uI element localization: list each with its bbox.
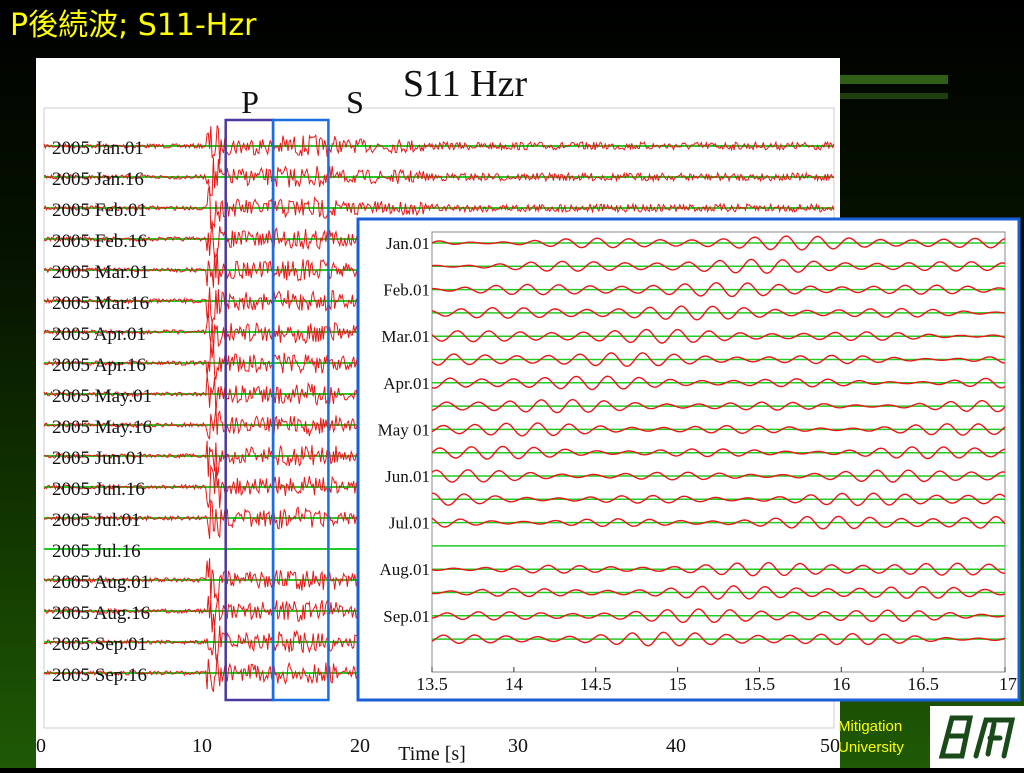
- trace-date-label: 2005 Jun.16: [52, 479, 145, 500]
- p-phase-label: P: [241, 84, 259, 120]
- inset-row-label: Mar.01: [381, 327, 430, 346]
- s-window-box: [271, 118, 330, 702]
- inset-seismic-trace: [431, 305, 1006, 321]
- footer-line-2: University: [838, 739, 904, 756]
- inset-row-label: Jul.01: [389, 514, 430, 533]
- footer-line-1: Mitigation: [838, 718, 903, 735]
- inset-x-tick-label: 15.5: [744, 674, 776, 694]
- x-tick-label: 20: [350, 735, 370, 757]
- trace-date-label: 2005 Feb.01: [52, 200, 147, 221]
- main-x-axis: 0 10 20 30 40 50: [36, 735, 840, 757]
- inset-row-label: Jan.01: [386, 234, 430, 253]
- x-tick-label: 0: [36, 735, 46, 757]
- inset-seismic-trace: [431, 258, 1006, 274]
- inset-seismic-trace: [431, 469, 1006, 483]
- inset-panel: [356, 217, 1021, 702]
- inset-seismic-trace: [431, 515, 1006, 530]
- inset-row-label: Feb.01: [383, 281, 430, 300]
- inset-row-label: Apr.01: [383, 374, 430, 393]
- decorative-bar: [840, 75, 948, 84]
- inset-seismic-trace: [431, 585, 1006, 600]
- x-tick-label: 30: [508, 735, 528, 757]
- logo-mark-icon: [938, 715, 1016, 759]
- trace-date-label: 2005 May.16: [52, 417, 152, 438]
- inset-seismic-trace: [431, 235, 1006, 251]
- phase-windows: [224, 118, 330, 702]
- trace-date-label: 2005 Jul.16: [52, 541, 141, 562]
- s-phase-label: S: [346, 84, 364, 120]
- inset-x-tick-label: 16: [832, 674, 850, 694]
- trace-date-label: 2005 Jan.01: [52, 138, 144, 159]
- trace-date-label: 2005 Sep.16: [52, 665, 147, 686]
- inset-seismic-trace: [431, 422, 1006, 437]
- inset-x-tick-label: 14.5: [580, 674, 612, 694]
- inset-seismic-trace: [431, 445, 1006, 460]
- trace-date-label: 2005 May.01: [52, 386, 152, 407]
- trace-date-label: 2005 Apr.01: [52, 324, 146, 345]
- trace-date-label: 2005 Jan.16: [52, 169, 144, 190]
- seismic-trace: [43, 125, 835, 165]
- x-tick-label: 10: [192, 735, 212, 757]
- inset-row-label: Sep.01: [383, 607, 430, 626]
- inset-seismic-trace: [431, 328, 1006, 344]
- inset-seismic-trace: [431, 282, 1006, 298]
- trace-date-label: 2005 Jun.01: [52, 448, 145, 469]
- trace-date-label: 2005 Apr.16: [52, 355, 146, 376]
- inset-seismic-trace: [432, 492, 1006, 507]
- inset-row-label: Jun.01: [385, 467, 430, 486]
- inset-x-tick-label: 16.5: [907, 674, 939, 694]
- inset-x-tick-label: 17: [999, 674, 1017, 694]
- inset-row-label: Aug.01: [379, 560, 430, 579]
- inset-labels: Jan.01 Feb.01 Mar.01 Apr.01 May 01 Jun.01 Jul.…: [378, 234, 430, 626]
- trace-date-label: 2005 Aug.16: [52, 603, 150, 624]
- main-chart-title: S11 Hzr: [403, 63, 528, 105]
- inset-seismic-trace: [431, 398, 1006, 414]
- inset-seismic-trace: [431, 352, 1006, 368]
- inset-seismic-trace: [431, 375, 1006, 391]
- trace-date-label: 2005 Jul.01: [52, 510, 141, 531]
- trace-date-label: 2005 Aug.01: [52, 572, 150, 593]
- trace-date-label: 2005 Mar.01: [52, 262, 149, 283]
- inset-seismic-trace: [431, 608, 1006, 624]
- inset-x-tick-label: 15: [669, 674, 687, 694]
- seismic-trace: [43, 157, 835, 196]
- university-logo: [930, 706, 1024, 768]
- inset-row-label: May 01: [378, 420, 430, 439]
- decorative-bar-lower: [840, 93, 948, 99]
- main-x-axis-label: Time [s]: [398, 743, 466, 765]
- inset-x-tick-label: 14: [505, 674, 523, 694]
- x-tick-label: 50: [820, 735, 840, 757]
- slide-title: P後続波; S11-Hzr: [10, 8, 257, 43]
- trace-date-label: 2005 Feb.16: [52, 231, 147, 252]
- x-tick-label: 40: [666, 735, 686, 757]
- trace-date-label: 2005 Sep.01: [52, 634, 147, 655]
- seismic-trace: [43, 186, 835, 230]
- inset-seismic-trace: [431, 631, 1006, 647]
- inset-x-axis: 13.5 14 14.5 15 15.5 16 16.5 17: [416, 667, 1017, 694]
- trace-date-label: 2005 Mar.16: [52, 293, 149, 314]
- main-labels: 2005 Jan.01 2005 Jan.16 2005 Feb.01 2005 Fe…: [52, 138, 152, 686]
- inset-x-tick-label: 13.5: [416, 674, 448, 694]
- inset-traces: [431, 235, 1006, 647]
- footer-institution: Mitigation University: [838, 716, 904, 758]
- inset-seismic-trace: [431, 562, 1006, 577]
